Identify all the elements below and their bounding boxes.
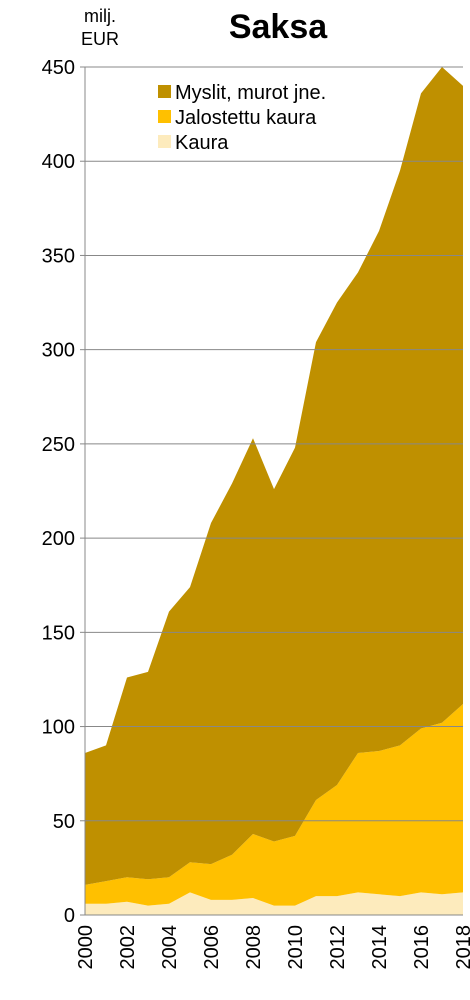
- y-tick-label: 150: [42, 622, 75, 644]
- area: [85, 892, 463, 915]
- x-tick-label: 2012: [327, 925, 349, 970]
- legend-swatch: [158, 135, 171, 148]
- chart-title: Saksa: [229, 8, 328, 46]
- y-tick-label: 450: [42, 57, 75, 79]
- area: [85, 67, 463, 885]
- y-tick-label: 0: [64, 905, 75, 927]
- x-tick-label: 2016: [411, 925, 433, 970]
- y-tick-label: 350: [42, 245, 75, 267]
- y-tick-label: 400: [42, 151, 75, 173]
- y-tick-label: 100: [42, 717, 75, 739]
- x-tick-label: 2000: [75, 925, 97, 970]
- x-tick-label: 2006: [201, 925, 223, 970]
- x-tick-label: 2018: [453, 925, 470, 970]
- x-tick-label: 2010: [285, 925, 307, 970]
- x-tick-label: 2008: [243, 925, 265, 970]
- y-axis-label: EUR: [81, 29, 119, 49]
- legend-label: Myslit, murot jne.: [175, 82, 326, 104]
- legend-swatch: [158, 85, 171, 98]
- x-tick-label: 2004: [159, 925, 181, 970]
- x-tick-label: 2014: [369, 925, 391, 970]
- x-tick-label: 2002: [117, 925, 139, 970]
- y-tick-label: 200: [42, 528, 75, 550]
- legend-label: Kaura: [175, 132, 229, 154]
- legend-label: Jalostettu kaura: [175, 107, 317, 129]
- area: [85, 703, 463, 906]
- legend-swatch: [158, 110, 171, 123]
- y-tick-label: 300: [42, 340, 75, 362]
- y-axis-label: milj.: [84, 6, 116, 26]
- y-tick-label: 50: [53, 811, 75, 833]
- y-tick-label: 250: [42, 434, 75, 456]
